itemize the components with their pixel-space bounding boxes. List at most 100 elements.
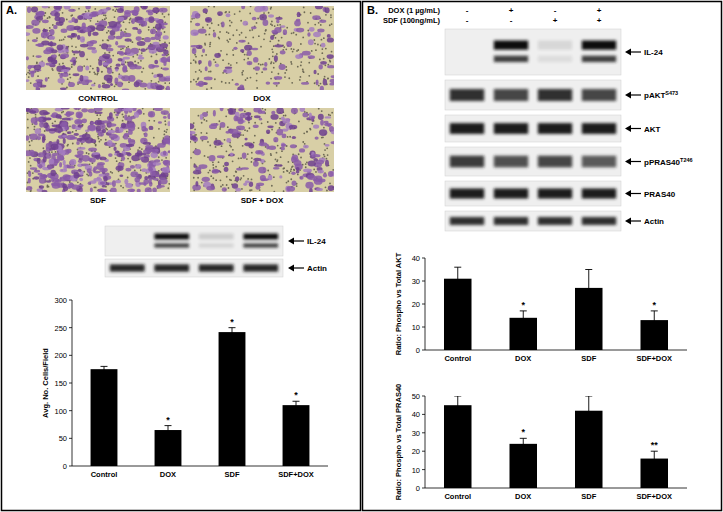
pore <box>286 27 288 29</box>
stained-cell <box>226 13 231 17</box>
pore <box>86 173 88 175</box>
stained-cell <box>280 147 284 151</box>
pore <box>165 124 167 126</box>
stained-cell <box>77 125 83 128</box>
pore <box>90 65 92 67</box>
stained-cell <box>208 60 212 66</box>
stained-cell <box>253 125 259 129</box>
stained-cell <box>60 53 69 58</box>
stained-cell <box>105 172 110 176</box>
pore <box>321 110 323 112</box>
pore <box>49 27 51 29</box>
stained-cell <box>130 165 135 169</box>
pore <box>190 81 192 83</box>
pore <box>228 32 230 34</box>
stained-cell <box>137 189 141 192</box>
pore <box>291 166 293 168</box>
pore <box>264 109 266 111</box>
pore <box>220 179 222 181</box>
stained-cell <box>38 152 45 157</box>
pore <box>27 40 29 42</box>
stained-cell <box>70 159 77 165</box>
pore <box>213 6 215 8</box>
pore <box>71 64 73 66</box>
pore <box>249 30 251 32</box>
stained-cell <box>29 150 34 156</box>
stained-cell <box>63 174 71 180</box>
pore <box>129 22 131 24</box>
stained-cell <box>164 135 170 140</box>
pore <box>159 40 161 42</box>
pore <box>327 77 329 79</box>
stained-cell <box>160 151 168 157</box>
pore <box>302 70 304 72</box>
stained-cell <box>128 137 132 142</box>
stained-cell <box>276 129 283 136</box>
stained-cell <box>117 45 125 48</box>
stained-cell <box>121 75 130 81</box>
stained-cell <box>325 7 330 13</box>
stained-cell <box>168 150 170 153</box>
pore <box>275 122 277 124</box>
stained-cell <box>320 61 327 65</box>
pore <box>190 62 192 64</box>
pore <box>52 69 54 71</box>
stained-cell <box>52 54 57 58</box>
stained-cell <box>102 84 110 88</box>
pore <box>141 52 143 54</box>
pore <box>47 17 49 19</box>
micrograph <box>190 6 334 90</box>
pore <box>153 137 155 139</box>
pore <box>225 115 227 117</box>
pore <box>107 39 109 41</box>
stained-cell <box>312 15 320 20</box>
stained-cell <box>48 165 52 169</box>
stained-cell <box>93 171 100 174</box>
stained-cell <box>223 69 226 72</box>
stained-cell <box>77 65 83 71</box>
pore <box>98 118 100 120</box>
stained-cell <box>67 131 72 134</box>
pore <box>63 38 65 40</box>
stained-cell <box>204 77 213 81</box>
pore <box>276 85 278 87</box>
pore <box>305 166 307 168</box>
pore <box>36 37 38 39</box>
micrograph-bg <box>26 108 170 192</box>
pore <box>314 82 316 84</box>
pore <box>258 35 260 37</box>
pore <box>193 79 195 81</box>
pore <box>122 187 124 189</box>
stained-cell <box>72 50 80 53</box>
pore <box>303 132 305 134</box>
pore <box>36 61 38 63</box>
stained-cell <box>244 45 252 51</box>
stained-cell <box>140 48 146 52</box>
pore <box>253 142 255 144</box>
pore <box>225 12 227 14</box>
stained-cell <box>59 162 62 167</box>
stained-cell <box>253 161 259 167</box>
stained-cell <box>100 181 105 184</box>
pore <box>256 87 258 89</box>
pore <box>308 75 310 77</box>
stained-cell <box>195 181 198 186</box>
pore <box>239 11 241 13</box>
pore <box>27 172 29 174</box>
stained-cell <box>194 149 201 155</box>
pore <box>256 80 258 82</box>
stained-cell <box>331 75 334 78</box>
pore <box>235 171 237 173</box>
pore <box>251 161 253 163</box>
pore <box>310 12 312 14</box>
pore <box>330 16 332 18</box>
stained-cell <box>42 6 49 8</box>
stained-cell <box>88 109 96 113</box>
pore <box>283 168 285 170</box>
pore <box>242 74 244 76</box>
stained-cell <box>329 126 334 132</box>
stained-cell <box>59 121 68 127</box>
stained-cell <box>156 185 164 188</box>
stained-cell <box>94 111 102 114</box>
stained-cell <box>244 142 253 146</box>
